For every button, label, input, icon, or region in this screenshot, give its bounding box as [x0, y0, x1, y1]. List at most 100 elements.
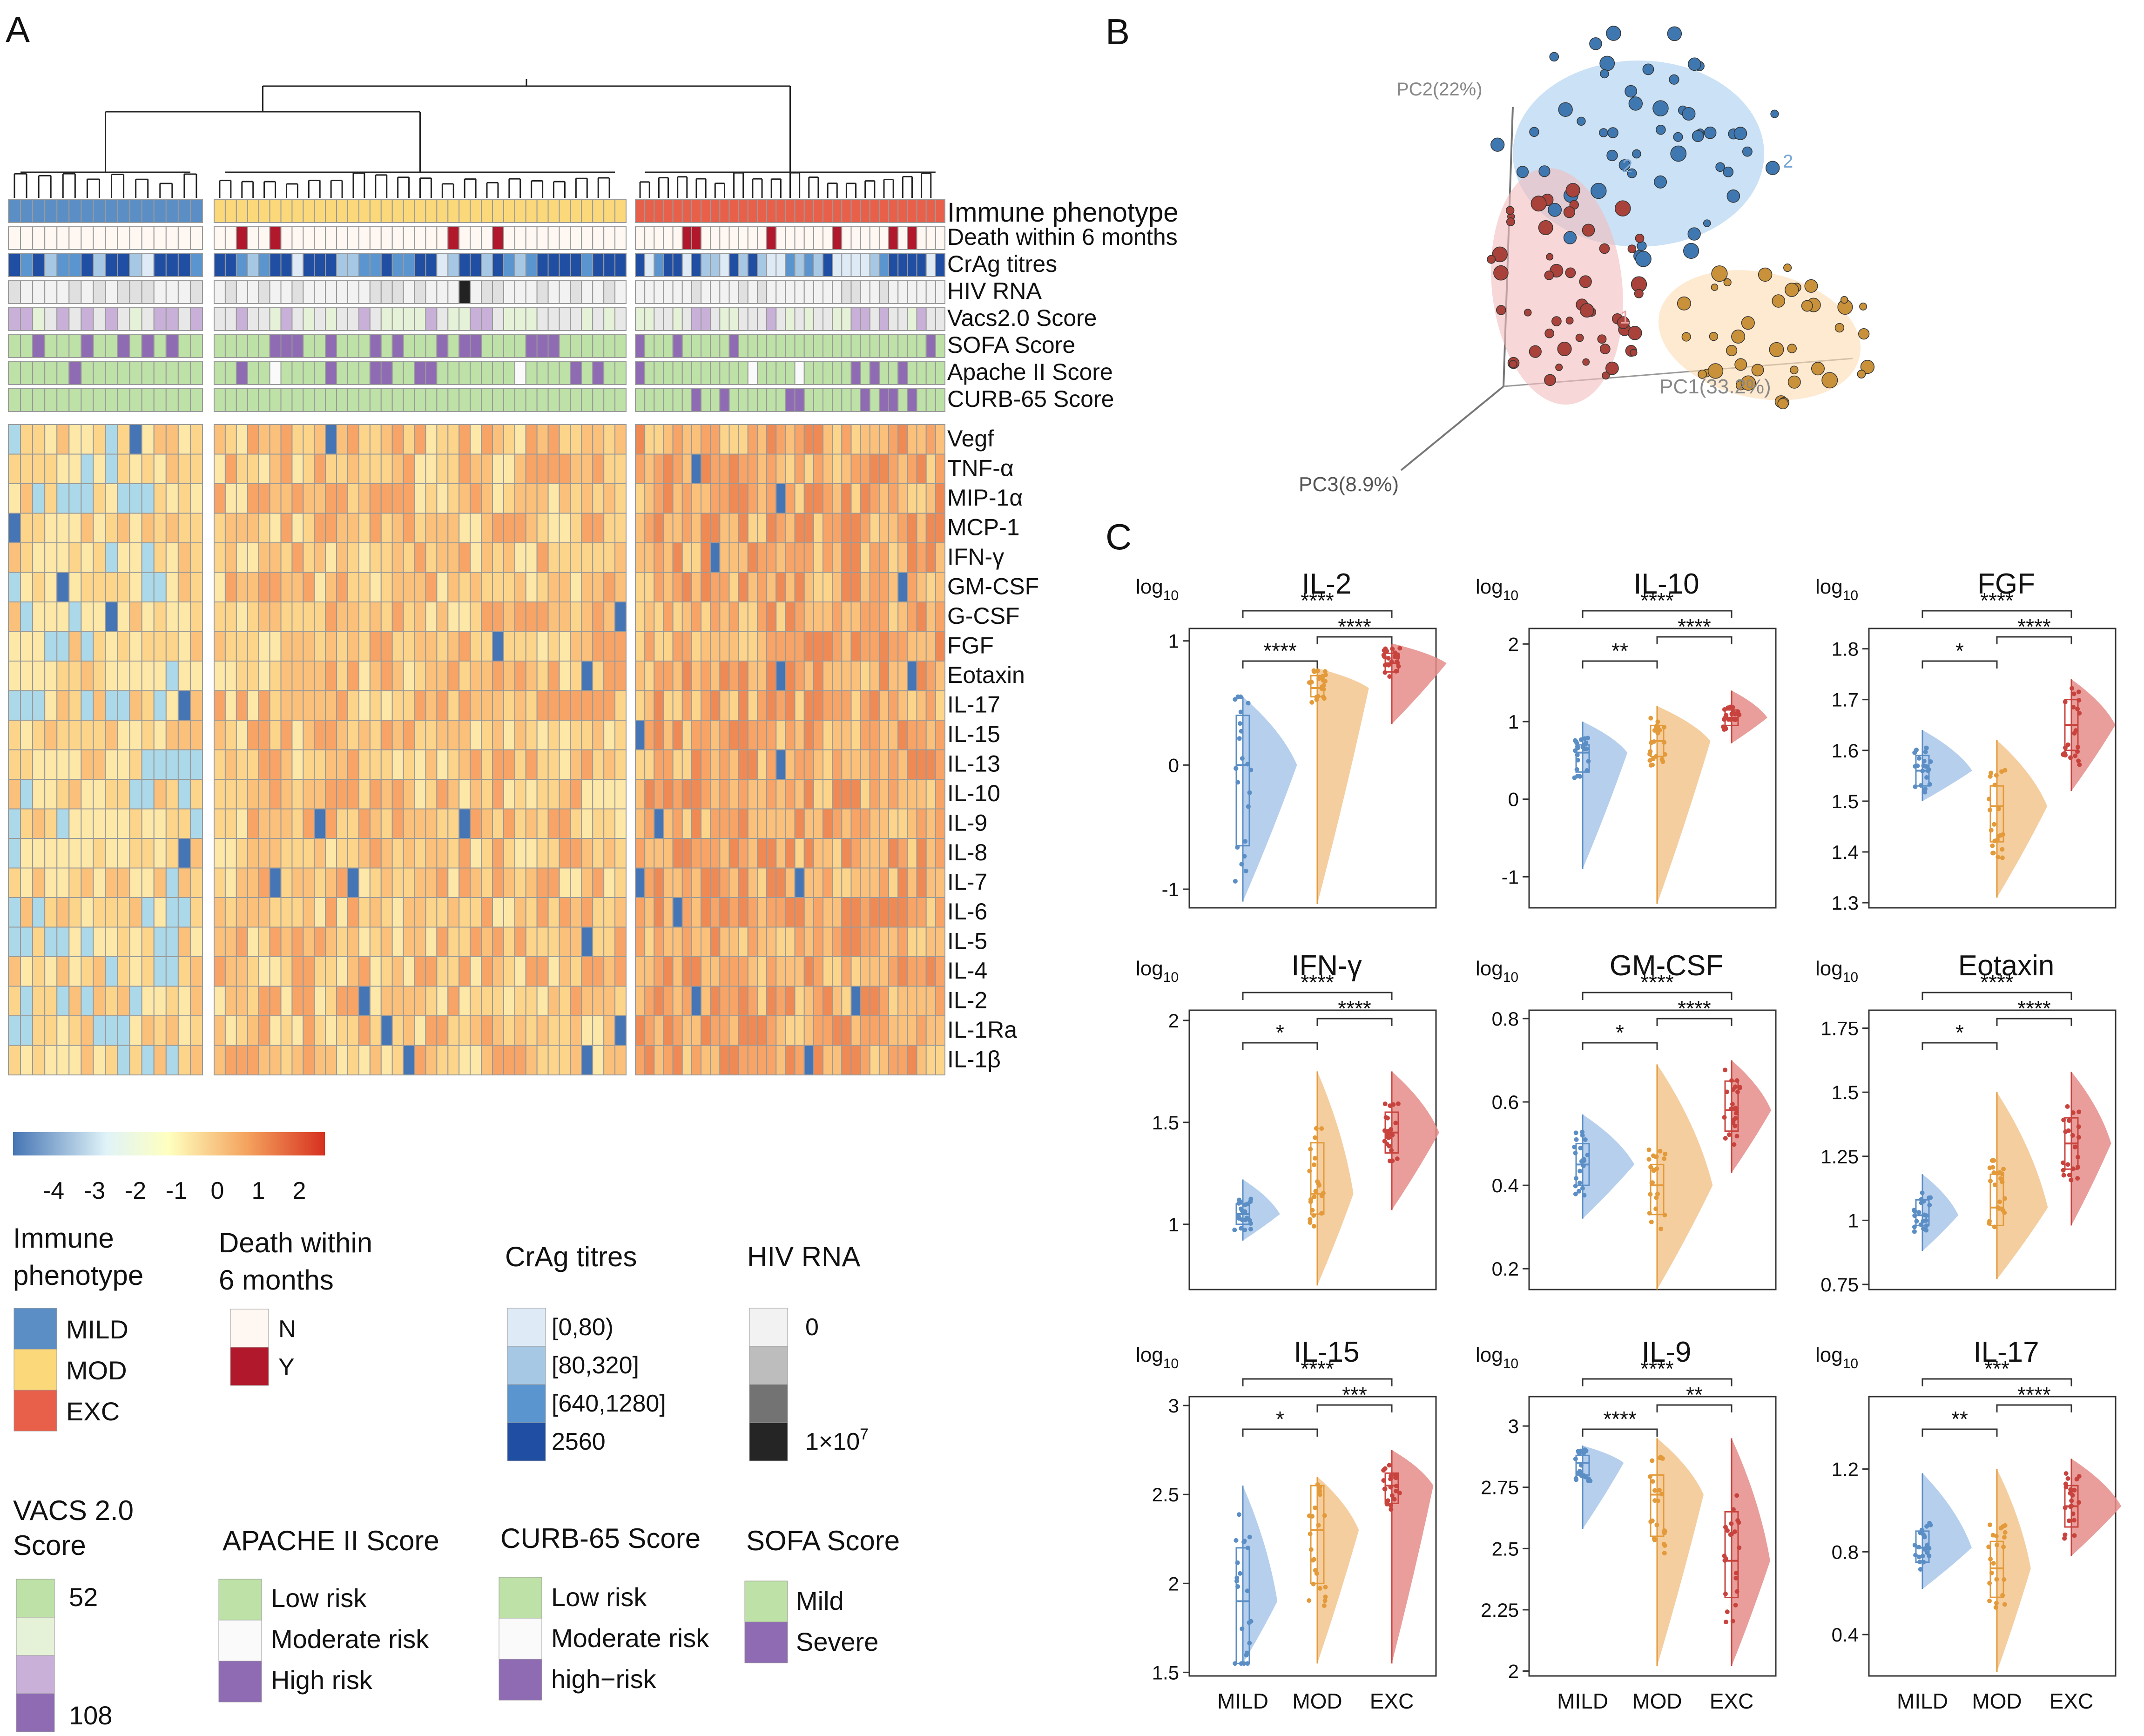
heatmap-cell	[403, 867, 415, 898]
heatmap-cell	[614, 779, 627, 810]
data-point	[1646, 1147, 1652, 1152]
heatmap-cell	[559, 779, 571, 810]
pca-point	[1726, 344, 1738, 357]
annotation-cell	[897, 388, 908, 412]
pca-point	[1787, 375, 1801, 389]
heatmap-cell	[214, 542, 226, 573]
annotation-cell	[20, 388, 34, 412]
legend-swatch-vacs-4	[16, 1693, 55, 1732]
heatmap-cell	[177, 631, 191, 662]
heatmap-cell	[635, 867, 646, 898]
data-point	[1233, 1661, 1238, 1666]
data-point	[2065, 1104, 2070, 1109]
annotation-cell	[581, 253, 593, 277]
colorbar-tick: -4	[43, 1177, 64, 1204]
annotation-cell	[280, 388, 293, 412]
heatmap-cell	[644, 720, 655, 750]
annotation-cell	[68, 199, 82, 223]
heatmap-cell	[105, 483, 118, 514]
annotation-cell	[425, 226, 438, 250]
heatmap-cell	[258, 483, 270, 514]
heatmap-cell	[458, 838, 471, 869]
heatmap-cell	[728, 897, 739, 928]
heatmap-cell	[269, 926, 282, 957]
heatmap-cell	[224, 513, 237, 543]
annotation-cell	[141, 280, 155, 304]
annotation-cell	[841, 334, 852, 358]
data-point	[1573, 1150, 1578, 1155]
annotation-cell	[775, 280, 786, 304]
heatmap-cell	[841, 572, 852, 602]
data-point	[1648, 1192, 1653, 1197]
heatmap-cell	[897, 779, 908, 810]
heatmap-cell	[766, 631, 777, 662]
heatmap-cell	[458, 424, 471, 455]
pca-point	[1742, 146, 1753, 157]
heatmap-cell	[141, 601, 155, 632]
annotation-cell	[165, 307, 179, 331]
annotation-cell	[291, 253, 304, 277]
annotation-cell	[832, 361, 843, 385]
heatmap-cell	[672, 986, 683, 1016]
heatmap-cell	[756, 956, 768, 987]
heatmap-cell	[916, 779, 927, 810]
data-point	[1312, 1194, 1317, 1199]
annotation-cell	[897, 226, 908, 250]
annotation-cell	[614, 226, 627, 250]
data-point	[1663, 1151, 1668, 1156]
heatmap-cell	[141, 1045, 155, 1075]
pca-point	[1723, 278, 1732, 286]
significance-label: *	[1276, 1020, 1284, 1045]
heatmap-cell	[581, 1045, 593, 1075]
violin-ylabel: log10	[1136, 575, 1179, 603]
annotation-cell	[514, 280, 526, 304]
annotation-cell	[766, 280, 777, 304]
annotation-cell	[224, 226, 237, 250]
annotation-cell	[414, 199, 426, 223]
heatmap-cell	[785, 572, 796, 602]
heatmap-cell	[32, 749, 46, 780]
pca-point	[1642, 63, 1654, 75]
heatmap-cell	[747, 867, 758, 898]
annotation-cell	[654, 307, 664, 331]
heatmap-cell	[756, 1045, 768, 1075]
heatmap-cell	[291, 601, 304, 632]
heatmap-cell	[358, 513, 371, 543]
significance-label: ****	[1678, 996, 1711, 1020]
data-point	[1248, 1227, 1253, 1232]
heatmap-cell	[672, 720, 683, 750]
heatmap-cell	[165, 838, 179, 869]
heatmap-cell	[105, 808, 118, 839]
annotation-cell	[117, 334, 130, 358]
heatmap-cell	[644, 1015, 655, 1046]
heatmap-cell	[81, 838, 94, 869]
annotation-cell	[614, 388, 627, 412]
heatmap-cell	[935, 1015, 946, 1046]
heatmap-cell	[214, 661, 226, 691]
heatmap-cell	[832, 690, 843, 721]
heatmap-cell	[358, 453, 371, 484]
annotation-cell	[860, 307, 870, 331]
annotation-cell	[514, 361, 526, 385]
annotation-cell	[663, 280, 674, 304]
heatmap-cell	[291, 631, 304, 662]
heatmap-cell	[280, 956, 293, 987]
annotation-cell	[514, 226, 526, 250]
data-point	[1734, 1493, 1739, 1498]
heatmap-cell	[603, 808, 616, 839]
pca-point	[1599, 55, 1615, 71]
data-point	[1388, 1103, 1393, 1108]
data-point	[1234, 766, 1239, 771]
data-point	[1646, 1157, 1652, 1162]
annotation-cell	[710, 361, 721, 385]
heatmap-cell	[614, 572, 627, 602]
heatmap-cell	[592, 1045, 605, 1075]
heatmap-cell	[860, 424, 870, 455]
heatmap-cell	[654, 1045, 664, 1075]
data-point	[1234, 1575, 1240, 1581]
data-point	[1313, 1135, 1318, 1140]
data-point	[1389, 659, 1394, 664]
heatmap-cell	[314, 808, 326, 839]
heatmap-cell	[935, 897, 946, 928]
pca-point	[1726, 189, 1740, 203]
